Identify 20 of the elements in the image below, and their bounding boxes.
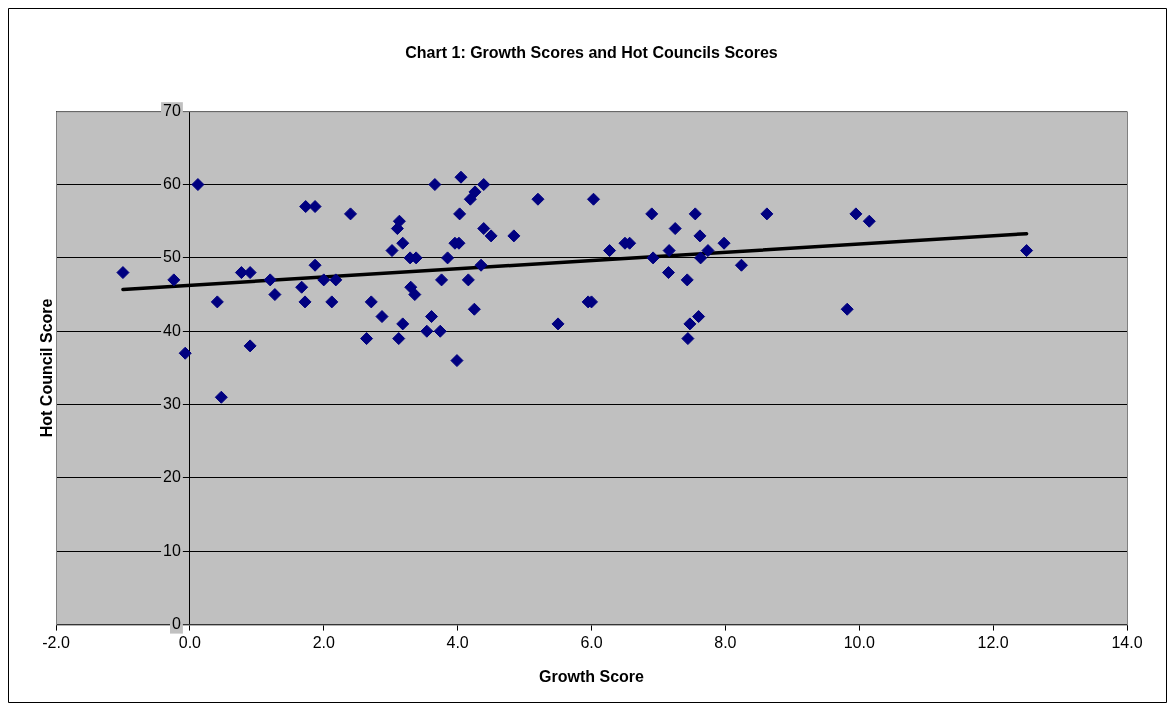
x-tick-label: 2.0 xyxy=(312,633,335,651)
x-axis-title: Growth Score xyxy=(539,667,645,685)
y-axis-title: Hot Council Score xyxy=(38,298,56,438)
x-tick-label: 12.0 xyxy=(977,633,1009,651)
y-tick-label: 70 xyxy=(163,101,181,119)
y-tick-label: 20 xyxy=(163,468,181,486)
x-tick-label: 14.0 xyxy=(1111,633,1143,651)
y-tick-label: 30 xyxy=(163,394,181,412)
y-tick-label: 50 xyxy=(163,248,181,266)
x-tick-label: 4.0 xyxy=(446,633,469,651)
y-tick-label: 0 xyxy=(171,615,181,633)
x-tick-label: 8.0 xyxy=(714,633,737,651)
x-tick-label: 0.0 xyxy=(178,633,202,651)
y-tick-label: 40 xyxy=(163,321,181,339)
y-tick-label: 60 xyxy=(163,174,181,192)
chart-title: Chart 1: Growth Scores and Hot Councils Scores xyxy=(405,44,778,62)
x-tick-label: 10.0 xyxy=(843,633,875,651)
x-tick-label: -2.0 xyxy=(42,633,70,651)
x-tick-label: 6.0 xyxy=(580,633,603,651)
y-tick-label: 10 xyxy=(163,541,181,559)
